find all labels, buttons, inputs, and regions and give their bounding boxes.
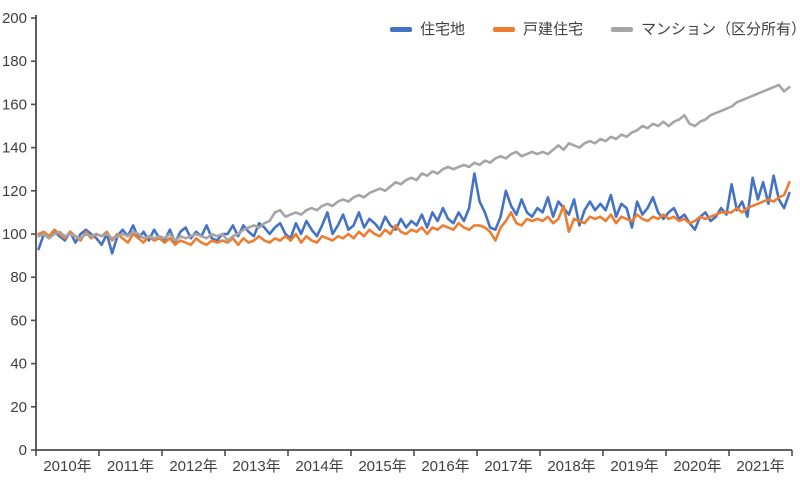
y-axis-tick-label: 80: [10, 269, 27, 286]
legend: 住宅地 戸建住宅 マンション（区分所有）: [390, 22, 800, 37]
x-axis-tick-label: 2017年: [484, 458, 532, 475]
y-axis-tick-label: 0: [19, 442, 27, 459]
legend-item-detached-house: 戸建住宅: [493, 22, 583, 37]
x-axis-tick-label: 2010年: [43, 458, 91, 475]
legend-swatch-detached-house: [493, 27, 516, 32]
series-line-condominium: [37, 83, 791, 242]
y-axis-tick-label: 180: [2, 53, 27, 70]
x-axis-tick-label: 2016年: [421, 458, 469, 475]
x-axis-tick-label: 2019年: [610, 458, 658, 475]
legend-label-condominium: マンション（区分所有）: [641, 21, 800, 38]
x-axis-tick-label: 2011年: [107, 458, 154, 475]
legend-swatch-residential-land: [390, 27, 412, 32]
x-axis-tick-label: 2013年: [232, 458, 280, 475]
series-line-residential-land: [37, 172, 791, 255]
x-axis-tick-label: 2014年: [295, 458, 343, 475]
legend-item-residential-land: 住宅地: [390, 22, 465, 37]
y-axis-tick-label: 140: [2, 140, 27, 157]
legend-swatch-condominium: [611, 27, 634, 32]
y-axis-tick-label: 20: [10, 399, 27, 416]
legend-label-residential-land: 住宅地: [420, 21, 466, 38]
series-line-detached-house: [37, 180, 791, 247]
x-axis-tick-label: 2020年: [673, 458, 721, 475]
y-axis-tick-label: 100: [2, 226, 27, 243]
legend-label-detached-house: 戸建住宅: [523, 21, 584, 38]
x-axis-tick-label: 2021年: [736, 458, 784, 475]
x-axis-tick-label: 2012年: [169, 458, 217, 475]
y-axis-tick-label: 40: [10, 356, 27, 373]
y-axis-tick-label: 60: [10, 312, 27, 329]
x-axis-tick-label: 2018年: [547, 458, 595, 475]
y-axis-tick-label: 120: [2, 183, 27, 200]
x-axis-tick-label: 2015年: [358, 458, 406, 475]
legend-item-condominium: マンション（区分所有）: [611, 22, 800, 37]
y-axis-tick-label: 200: [2, 10, 27, 27]
y-axis-tick-label: 160: [2, 96, 27, 113]
